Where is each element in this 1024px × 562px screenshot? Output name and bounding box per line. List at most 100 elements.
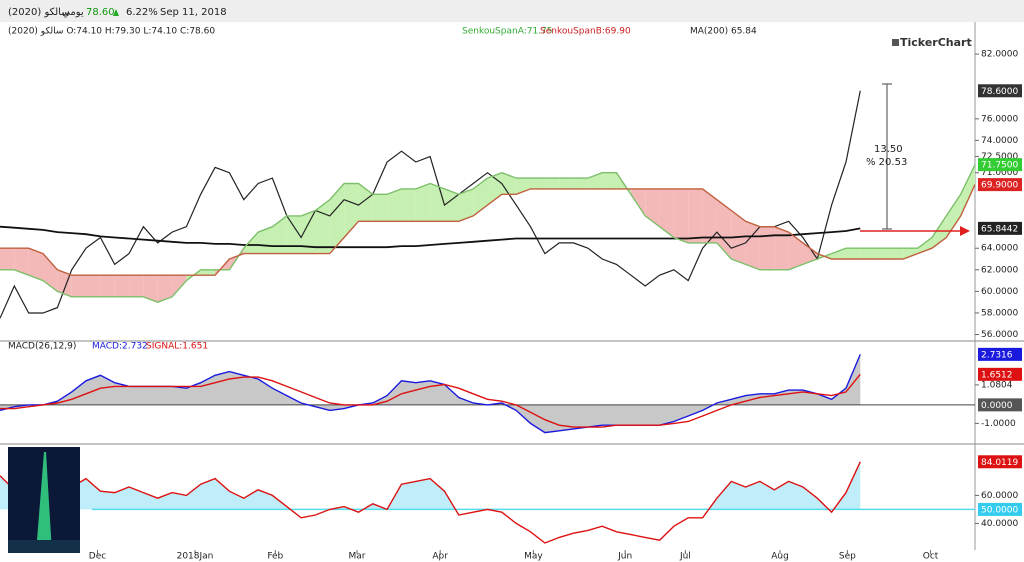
cloud-segment <box>258 226 273 254</box>
tower <box>36 452 52 553</box>
y-tick-label: 56.0000 <box>981 330 1018 340</box>
cloud-segment <box>200 269 216 276</box>
macd-title: MACD(26,12,9) <box>8 342 76 352</box>
up-arrow <box>113 9 119 16</box>
cloud-segment <box>745 221 760 270</box>
y-tick-label: 62.0000 <box>981 265 1018 275</box>
price-tag-label: 0.0000 <box>981 401 1013 411</box>
y-tick-label: 60.0000 <box>981 287 1018 297</box>
cloud-segment <box>559 178 574 189</box>
x-tick-label: Oct <box>923 552 939 562</box>
cloud-segment <box>888 248 904 260</box>
change: 6.22% <box>126 7 158 18</box>
signal-legend: SIGNAL:1.651 <box>146 342 208 352</box>
x-tick-label: 2018Jan <box>177 552 214 562</box>
cloud-segment <box>272 215 287 254</box>
x-tick-label: Feb <box>267 552 283 562</box>
cloud-segment <box>372 194 388 222</box>
series-line <box>0 373 861 428</box>
price-tag <box>978 178 1022 192</box>
price-tag <box>978 347 1022 361</box>
cloud-segment <box>100 275 115 297</box>
cloud-segment <box>286 215 302 254</box>
cloud-segment <box>86 275 101 297</box>
price-tag <box>978 502 1022 516</box>
cloud-segment <box>946 194 961 238</box>
price-tag <box>978 221 1022 235</box>
price-tag-label: 2.7316 <box>981 350 1013 360</box>
x-tick-label: Jul <box>679 552 691 562</box>
macd-area <box>0 354 861 433</box>
logo-icon <box>892 39 899 46</box>
price-tag-label: 78.6000 <box>981 87 1018 97</box>
cloud-segment <box>931 215 947 249</box>
y-tick-label: 40.0000 <box>981 519 1018 529</box>
x-tick-label: Sep <box>839 552 856 562</box>
macd-legend: MACD:2.732 <box>92 342 148 352</box>
series-line <box>0 225 861 249</box>
cloud-segment <box>329 183 345 254</box>
cloud-segment <box>473 178 488 216</box>
cloud-segment <box>860 248 875 260</box>
series-line <box>0 461 861 544</box>
cloud-segment <box>645 188 660 227</box>
cloud-segment <box>659 188 674 238</box>
interval: يومي <box>62 7 84 18</box>
y-tick-label: 64.0000 <box>981 244 1018 254</box>
cloud-segment <box>0 248 15 270</box>
cloud-segment <box>358 183 373 222</box>
arrow-head <box>960 226 970 236</box>
cloud-segment <box>802 242 818 265</box>
cloud-segment <box>673 188 689 243</box>
cloud-segment <box>602 172 617 189</box>
y-tick-label: 1.0804 <box>981 380 1013 390</box>
cloud-segment <box>917 237 932 254</box>
price-tag <box>978 158 1022 172</box>
cloud-segment <box>43 253 58 292</box>
x-tick-label: May <box>524 552 543 562</box>
y-tick-label: 74.0000 <box>981 136 1018 146</box>
x-tick-label: Aug <box>771 552 789 562</box>
x-tick-label: Dec <box>89 552 106 562</box>
cloud-segment <box>315 199 330 254</box>
cloud-segment <box>57 269 72 297</box>
cloud-segment <box>544 178 560 189</box>
cloud-segment <box>573 178 588 189</box>
cloud-segment <box>874 248 889 260</box>
price-tag-label: 84.0119 <box>981 458 1018 468</box>
cloud-segment <box>157 275 173 303</box>
y-tick-label: 60.0000 <box>981 491 1018 501</box>
cloud-segment <box>702 188 717 243</box>
cloud-segment <box>630 188 646 216</box>
cloud-segment <box>516 178 531 195</box>
annotation: % 20.53 <box>866 157 907 168</box>
y-tick-label: 72.5000 <box>981 152 1018 162</box>
rsi-area <box>0 461 861 510</box>
x-tick-label: Mar <box>349 552 366 562</box>
price-tag-label: 69.9000 <box>981 181 1018 191</box>
cloud-segment <box>114 275 130 297</box>
price-tag <box>978 455 1022 469</box>
y-tick-label: 82.0000 <box>981 50 1018 60</box>
cloud-segment <box>430 183 445 222</box>
cloud-segment <box>71 275 87 297</box>
cloud-segment <box>688 188 703 243</box>
cloud-segment <box>530 178 545 189</box>
price-tag <box>978 367 1022 381</box>
x-tick-label: Jun <box>617 552 632 562</box>
cloud-segment <box>774 226 789 270</box>
y-tick-label: 71.0000 <box>981 168 1018 178</box>
city <box>8 540 80 553</box>
price-tag <box>978 84 1022 98</box>
annotation: 13.50 <box>874 144 903 155</box>
symbol: سالكو (2020) <box>8 7 70 18</box>
x-tick-label: Apr <box>432 552 448 562</box>
cloud-segment <box>28 248 44 281</box>
cloud-segment <box>759 226 775 270</box>
legend-span-b: SenkouSpanB:69.90 <box>540 27 631 37</box>
cloud-segment <box>243 232 259 254</box>
price-tag-label: 65.8442 <box>981 224 1018 234</box>
cloud-segment <box>129 275 144 297</box>
legend-span-a: SenkouSpanA:71.75 <box>462 27 553 37</box>
cloud-segment <box>143 275 158 303</box>
